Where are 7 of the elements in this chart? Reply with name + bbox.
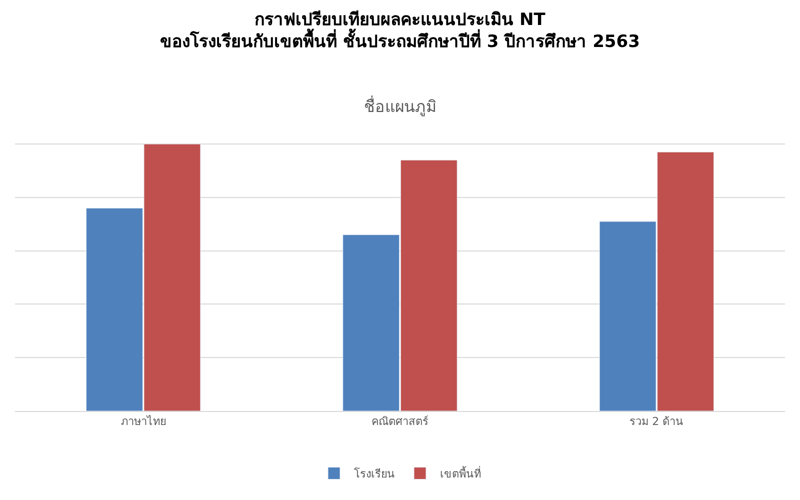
legend-label: โรงเรียน (354, 466, 395, 481)
legend-label: เขตพื้นที่ (440, 466, 481, 481)
x-tick-label: คณิตศาสตร์ (372, 415, 428, 428)
chart-title: กราฟเปรียบเทียบผลคะแนนประเมิน NT ของโรงเรียนกับเขตพื้นที่ ชั้นประถมศึกษาปีที่ 3 ปีการศึกษา 2563 (160, 9, 640, 52)
x-tick-label: ภาษาไทย (120, 415, 166, 428)
x-tick-label: รวม 2 ด้าน (630, 415, 684, 428)
chart-subtitle: ชื่อแผนภูมิ (364, 95, 437, 117)
